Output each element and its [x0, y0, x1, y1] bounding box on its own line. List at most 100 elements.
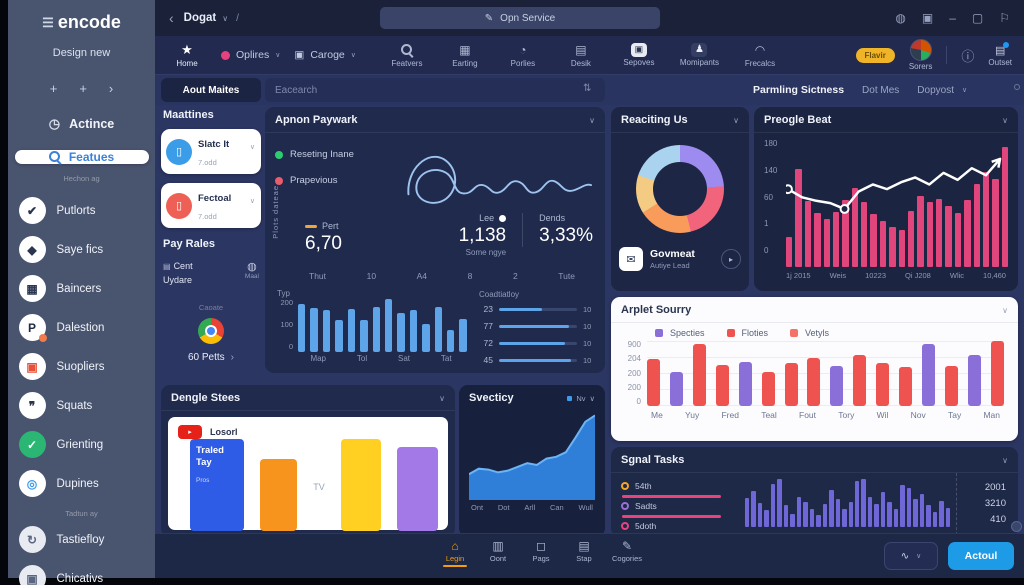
chevron-down-icon[interactable]: ∨: [222, 13, 229, 23]
toolbar-menu-oplires[interactable]: Oplires ∨: [221, 49, 280, 61]
breadcrumb[interactable]: Dogat: [183, 12, 217, 24]
flag-icon[interactable]: ⚐: [999, 11, 1010, 25]
tick-label: 204: [627, 354, 641, 364]
search-icon: [400, 43, 413, 58]
play-button[interactable]: ▸: [721, 249, 741, 269]
bottom-nav-legin[interactable]: ⌂ Legin: [437, 539, 473, 567]
sidebar-item-suopliers[interactable]: ▣ Suopliers: [18, 353, 145, 380]
sidebar-item-grienting[interactable]: ✓ Grienting: [18, 431, 145, 458]
bar: [917, 196, 924, 267]
toolbar-item-frecalcs[interactable]: ◠ Frecalcs: [743, 43, 777, 68]
sort-icon[interactable]: ⇅: [583, 83, 592, 94]
address-bar[interactable]: ✎ Opn Service: [380, 7, 660, 29]
legend-swatch: [275, 176, 283, 185]
color-block[interactable]: [260, 459, 298, 531]
sidebar-item-actince[interactable]: ◷ Actince: [49, 116, 115, 132]
combo-chart: 180 140 60 1 0: [764, 139, 1008, 267]
sidebar-search[interactable]: Featues: [14, 150, 149, 164]
chevron-down-icon[interactable]: ∨: [1002, 305, 1008, 315]
mini-bar-series: [739, 473, 956, 535]
bell-icon: ◍: [247, 261, 257, 273]
toolbar-item-sepoves[interactable]: ▣ Sepoves: [622, 42, 656, 68]
bar: [829, 489, 834, 527]
bottom-nav-pags[interactable]: ◻ Pags: [523, 539, 559, 567]
bell-button[interactable]: ◍ Maal: [245, 260, 259, 280]
period-dropdown[interactable]: Nv ∨: [567, 394, 595, 403]
info-icon[interactable]: ⓘ: [961, 48, 975, 64]
sidebar-item-putlorts[interactable]: ✔ Putlorts: [18, 197, 145, 224]
color-block[interactable]: [340, 439, 382, 531]
chevron-down-icon[interactable]: ∨: [1002, 455, 1008, 465]
add-button-2[interactable]: +: [79, 81, 87, 96]
toolbar-item-porlies[interactable]: ◔ Porlies: [506, 43, 540, 68]
pencil-icon: ✎: [484, 12, 494, 24]
bar: [360, 320, 368, 352]
sidebar-item-squats[interactable]: ❞ Squats: [18, 392, 145, 419]
filter-link-dot-mes[interactable]: Dot Mes: [862, 84, 900, 96]
chevron-down-icon[interactable]: ∨: [439, 393, 445, 403]
actoul-button[interactable]: Actoul: [948, 542, 1014, 570]
globe-icon[interactable]: ◍: [895, 11, 906, 25]
filter-dropdown-dopyost[interactable]: Dopyost: [917, 84, 954, 96]
card-slatc-it[interactable]: ▯ Slatc It 7.odd ∨: [161, 129, 261, 174]
globe-icon: ◔: [519, 43, 527, 57]
toolbar-menu-caroge[interactable]: ▣ Caroge ∨: [294, 49, 356, 61]
chevron-down-icon[interactable]: ∨: [589, 115, 595, 125]
bar: [879, 221, 887, 267]
minimize-icon[interactable]: ‒: [949, 11, 956, 25]
sidebar-item-saye-fics[interactable]: ◆ Saye fics: [18, 236, 145, 263]
value-list: 2001 3210 410: [956, 473, 1018, 535]
scrollbar-thumb[interactable]: [1011, 521, 1022, 532]
toolbar-item-desik[interactable]: ▤ Desik: [564, 43, 598, 68]
user-menu[interactable]: Sorers: [909, 39, 932, 71]
sidebar-item-dupines[interactable]: ◎ Dupines: [18, 470, 145, 497]
toolbar-item-outset[interactable]: ▤ Outset: [988, 41, 1012, 67]
color-block[interactable]: [397, 447, 438, 531]
search-input[interactable]: [265, 78, 605, 102]
toolbar-item-label: Porlies: [510, 58, 536, 68]
sidebar-item-chicativs[interactable]: ▣ Chicativs: [18, 565, 145, 585]
camera-icon[interactable]: ▣: [921, 11, 934, 25]
bottom-nav-stap[interactable]: ▤ Stap: [566, 539, 602, 567]
tick-label: Teal: [761, 410, 777, 420]
chevron-down-icon[interactable]: ∨: [961, 87, 968, 94]
sidebar-item-baincers[interactable]: ▦ Baincers: [18, 275, 145, 302]
window-icon[interactable]: ▢: [971, 11, 984, 25]
toolbar-item-home[interactable]: ★ Home: [167, 42, 207, 68]
chevron-down-icon[interactable]: ∨: [733, 115, 739, 125]
sidebar-item-tastiefloy[interactable]: ↻ Tastiefloy: [18, 526, 145, 553]
p-badge-icon: P: [18, 314, 47, 342]
expand-button[interactable]: ›: [108, 81, 114, 96]
logo[interactable]: ☰ encode: [42, 12, 121, 33]
legend-label: Floties: [741, 328, 769, 338]
legend-item: Reseting Inane: [275, 149, 379, 160]
panel-title: Svecticy: [469, 392, 514, 404]
filter-dropdown[interactable]: ∿ ∨: [884, 542, 938, 570]
bottom-nav-oont[interactable]: ▥ Oont: [480, 539, 516, 567]
chevron-down-icon[interactable]: ∨: [1002, 115, 1008, 125]
card-title: Slatc It: [198, 138, 230, 150]
bar: [804, 201, 812, 267]
bottom-nav-cogories[interactable]: ✎ Cogories: [609, 539, 645, 567]
list-title: Coadtiatloy: [479, 290, 520, 299]
sidebar: ☰ encode Design new + + › ◷ Actince Feat…: [8, 0, 155, 585]
card-fectoal[interactable]: ▯ Fectoal 7.odd ∨: [161, 183, 261, 228]
toolbar-item-featvers[interactable]: Featvers: [390, 43, 424, 68]
grid-icon: ▦: [18, 275, 46, 302]
toolbar-item-momipants[interactable]: ♟ Momipants: [680, 42, 719, 68]
back-button[interactable]: ‹: [169, 10, 174, 26]
color-block[interactable]: Traled Tay Pros: [190, 439, 245, 531]
bar: [939, 500, 944, 527]
toolbar-item-earting[interactable]: ▦ Earting: [448, 43, 482, 68]
y-axis-ticks: 900 204 200 200 0: [621, 340, 647, 406]
wave-icon: ∿: [900, 550, 910, 562]
sidebar-item-dalestion[interactable]: P Dalestion: [18, 314, 145, 342]
toolbar-item-label: Outset: [988, 57, 1012, 67]
chrome-icon[interactable]: [198, 318, 224, 344]
active-underline: [443, 565, 467, 567]
tick-label: 10,460: [983, 271, 1006, 280]
petts-link[interactable]: 60 Petts ›: [187, 352, 235, 363]
tab-aout-maites[interactable]: Aout Maites: [161, 78, 261, 102]
bar: [757, 503, 763, 527]
add-button[interactable]: +: [49, 81, 58, 96]
